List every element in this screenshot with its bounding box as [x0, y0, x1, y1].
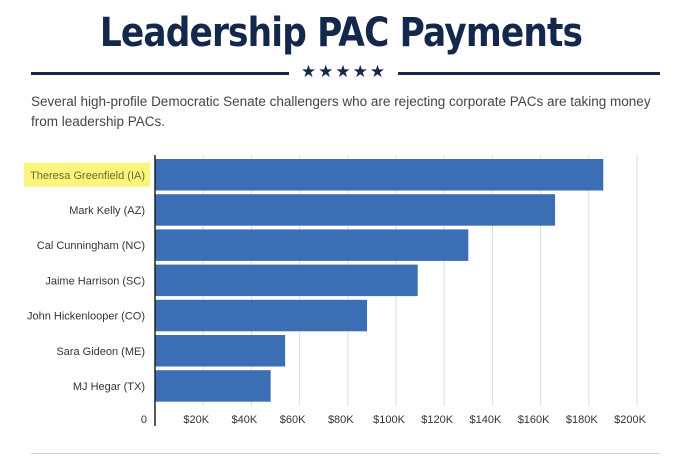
bar: [155, 159, 604, 191]
x-tick-label: $140K: [469, 414, 501, 426]
x-tick-label: $120K: [421, 414, 453, 426]
x-tick-label: $200K: [614, 414, 646, 426]
category-highlight: [24, 162, 150, 187]
chart-subtitle: Several high-profile Democratic Senate c…: [31, 94, 651, 129]
x-tick-label: $40K: [232, 414, 258, 426]
bar: [155, 299, 368, 332]
category-label: Sara Gideon (ME): [56, 346, 145, 358]
bar: [155, 194, 556, 226]
title-rule-left: [31, 72, 289, 75]
bar: [155, 264, 418, 297]
category-label: MJ Hegar (TX): [73, 381, 145, 393]
category-label: Cal Cunningham (NC): [37, 240, 145, 252]
page-title: Leadership PAC Payments: [99, 10, 583, 56]
x-tick-label: $100K: [373, 414, 405, 426]
category-label: Theresa Greenfield (IA): [30, 170, 145, 182]
bar: [155, 229, 469, 261]
title-rule-right: [398, 72, 660, 75]
x-tick-label: $180K: [566, 414, 598, 426]
x-tick-label: 0: [141, 414, 147, 426]
x-tick-label: $80K: [328, 414, 354, 426]
bar: [155, 370, 271, 402]
footer-divider: [31, 453, 660, 454]
bar: [155, 335, 286, 367]
category-label: John Hickenlooper (CO): [27, 311, 145, 323]
x-tick-label: $160K: [518, 414, 550, 426]
x-tick-label: $60K: [280, 414, 306, 426]
star-rating-icon: ★★★★★: [300, 62, 388, 82]
category-label: Mark Kelly (AZ): [69, 205, 145, 217]
x-tick-label: $20K: [183, 414, 209, 426]
category-label: Jaime Harrison (SC): [45, 275, 145, 287]
